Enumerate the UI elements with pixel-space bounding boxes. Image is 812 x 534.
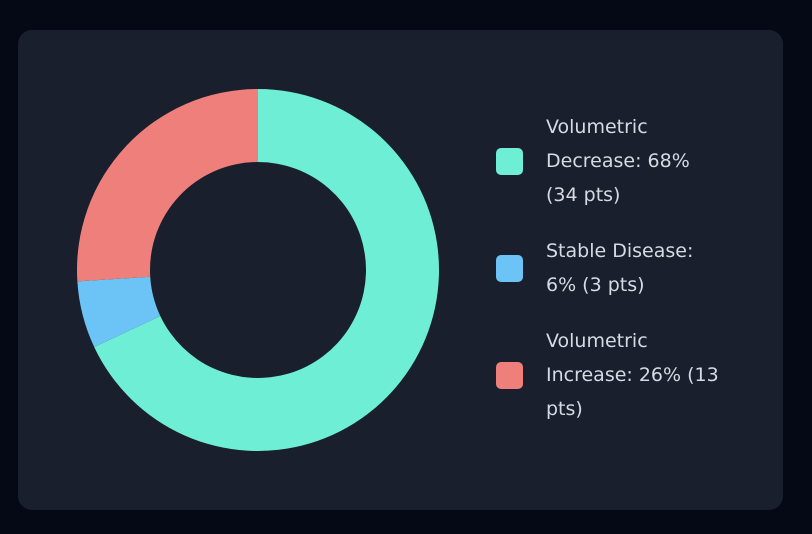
legend-item: Volumetric Decrease: 68% (34 pts) — [496, 110, 776, 212]
chart-card: Volumetric Decrease: 68% (34 pts) Stable … — [18, 30, 783, 510]
slice — [77, 89, 258, 282]
legend-item: Stable Disease: 6% (3 pts) — [496, 234, 776, 302]
legend-swatch — [496, 147, 523, 175]
legend-label: Volumetric Increase: 26% (13 pts) — [546, 330, 719, 420]
legend-swatch — [496, 361, 523, 389]
legend-label: Stable Disease: 6% (3 pts) — [546, 240, 694, 296]
slice — [77, 276, 161, 348]
legend: Volumetric Decrease: 68% (34 pts) Stable … — [496, 110, 776, 448]
legend-label: Volumetric Decrease: 68% (34 pts) — [546, 116, 690, 206]
slice — [94, 89, 439, 451]
legend-swatch — [496, 254, 523, 282]
legend-item: Volumetric Increase: 26% (13 pts) — [496, 324, 776, 426]
chart — [77, 89, 439, 451]
